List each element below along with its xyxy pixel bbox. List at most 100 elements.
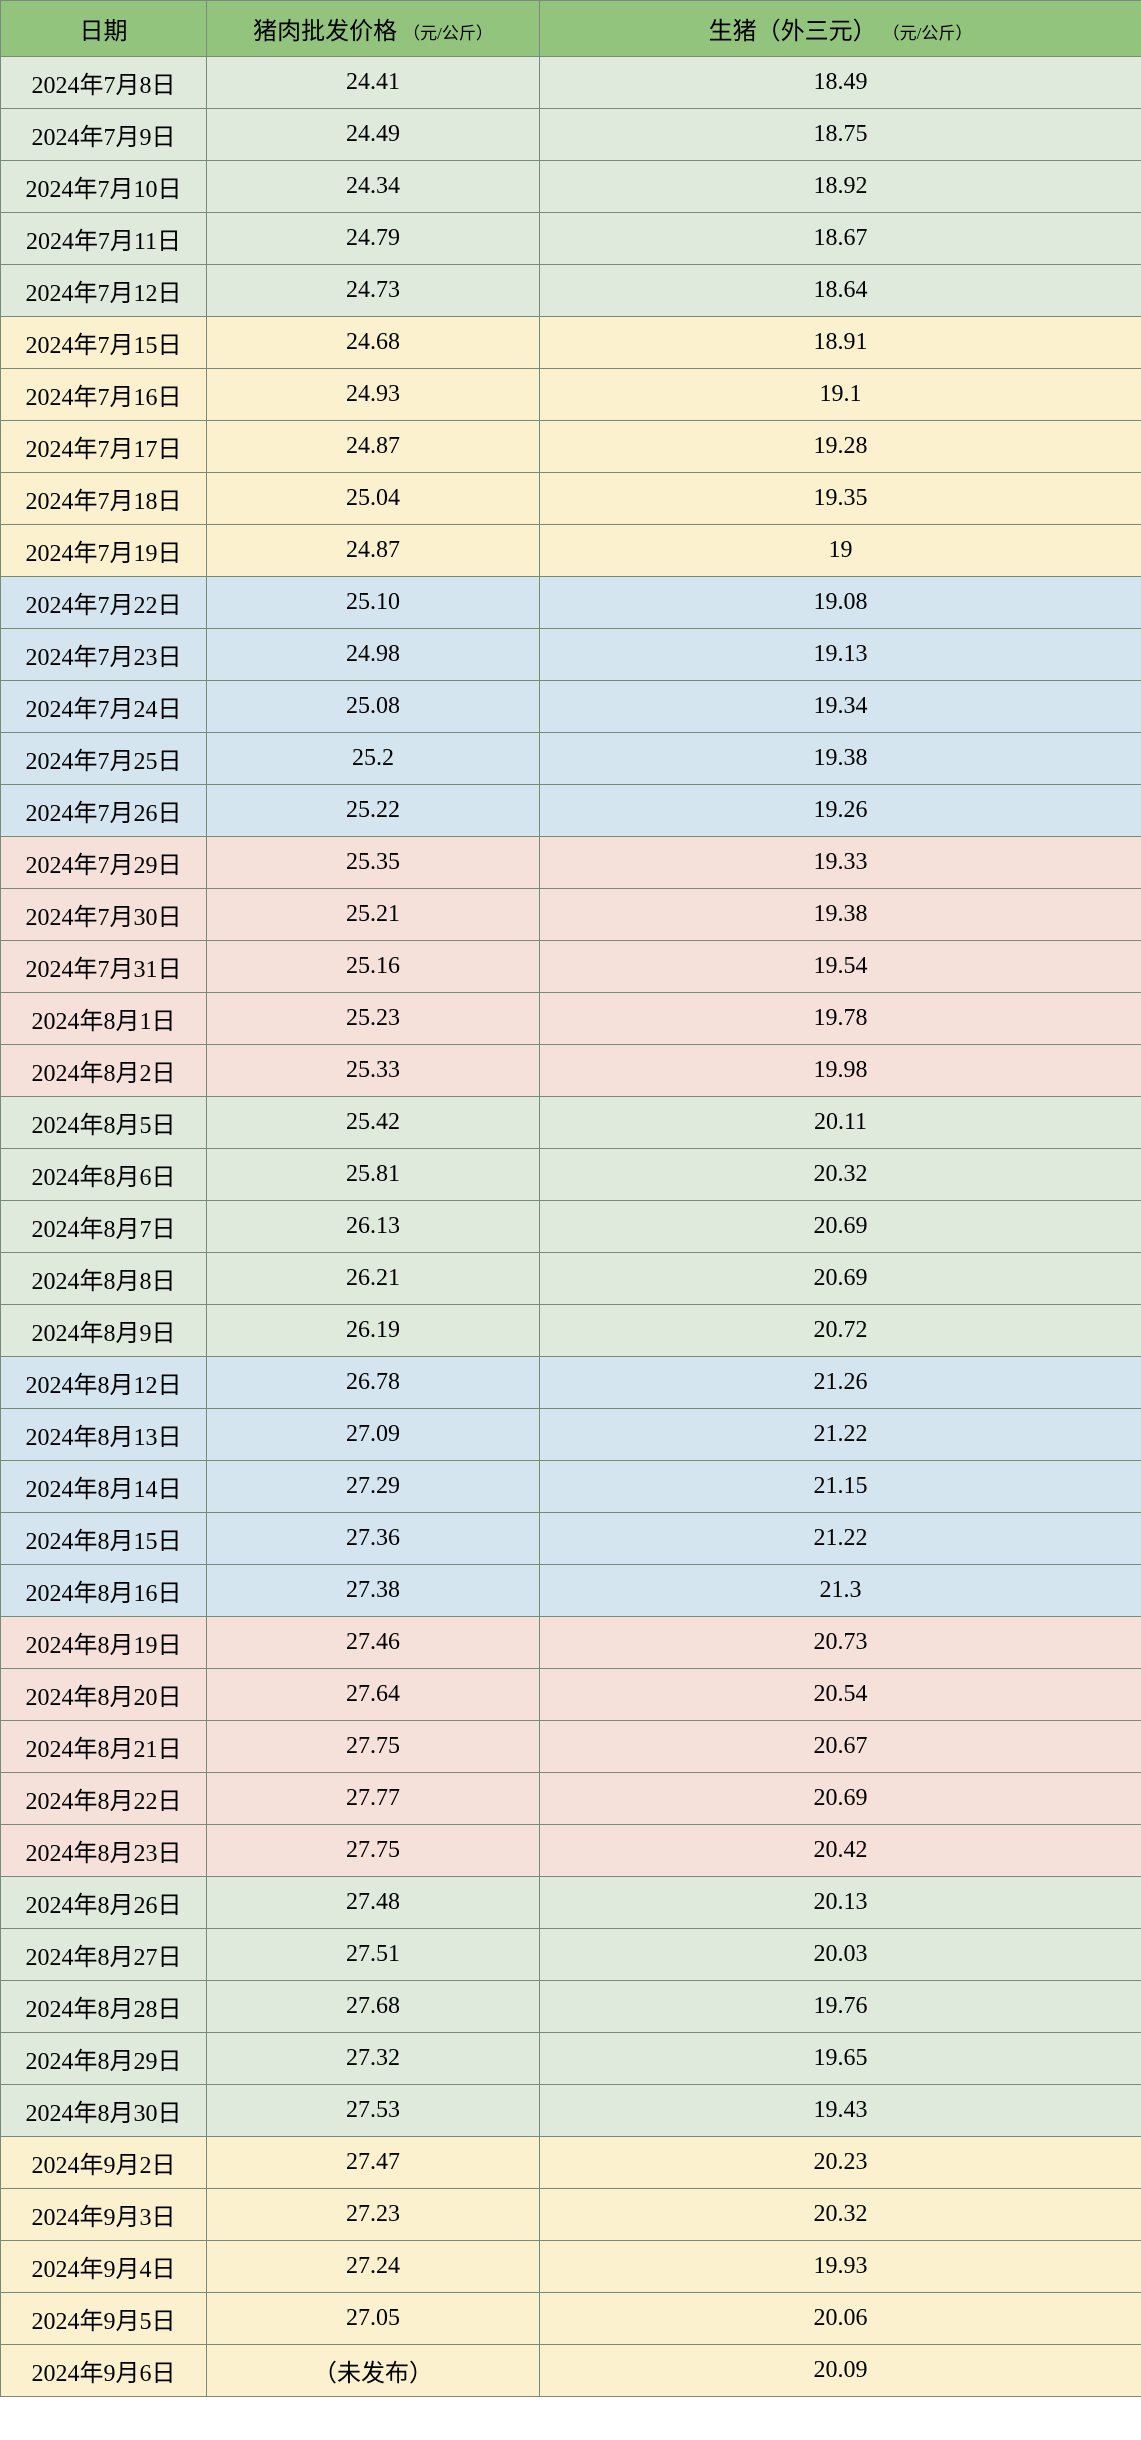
col-header-pork-unit: （元/公斤）: [403, 24, 493, 43]
cell-date: 2024年8月30日: [1, 2085, 207, 2137]
table-row: 2024年8月22日27.7720.69: [1, 1773, 1141, 1825]
cell-pork-price: 25.42: [207, 1097, 540, 1149]
cell-hog-price: 20.23: [540, 2137, 1141, 2189]
table-row: 2024年8月12日26.7821.26: [1, 1357, 1141, 1409]
table-row: 2024年8月19日27.4620.73: [1, 1617, 1141, 1669]
cell-hog-price: 19.1: [540, 369, 1141, 421]
cell-hog-price: 20.69: [540, 1201, 1141, 1253]
cell-date: 2024年7月8日: [1, 57, 207, 109]
cell-pork-price: （未发布）: [207, 2345, 540, 2397]
cell-pork-price: 24.73: [207, 265, 540, 317]
table-row: 2024年7月31日25.1619.54: [1, 941, 1141, 993]
cell-hog-price: 19.98: [540, 1045, 1141, 1097]
cell-date: 2024年8月21日: [1, 1721, 207, 1773]
cell-pork-price: 25.81: [207, 1149, 540, 1201]
cell-pork-price: 25.04: [207, 473, 540, 525]
col-header-date-label: 日期: [80, 19, 128, 45]
table-row: 2024年8月1日25.2319.78: [1, 993, 1141, 1045]
table-row: 2024年9月5日27.0520.06: [1, 2293, 1141, 2345]
cell-hog-price: 18.64: [540, 265, 1141, 317]
cell-date: 2024年8月6日: [1, 1149, 207, 1201]
cell-date: 2024年7月25日: [1, 733, 207, 785]
cell-date: 2024年8月29日: [1, 2033, 207, 2085]
cell-hog-price: 21.3: [540, 1565, 1141, 1617]
cell-pork-price: 25.2: [207, 733, 540, 785]
cell-hog-price: 19.54: [540, 941, 1141, 993]
col-header-pork: 猪肉批发价格 （元/公斤）: [207, 1, 540, 57]
table-row: 2024年7月23日24.9819.13: [1, 629, 1141, 681]
cell-hog-price: 19.38: [540, 733, 1141, 785]
cell-date: 2024年7月19日: [1, 525, 207, 577]
cell-date: 2024年7月12日: [1, 265, 207, 317]
col-header-date: 日期: [1, 1, 207, 57]
table-row: 2024年7月22日25.1019.08: [1, 577, 1141, 629]
cell-pork-price: 25.22: [207, 785, 540, 837]
cell-pork-price: 27.29: [207, 1461, 540, 1513]
cell-hog-price: 19.65: [540, 2033, 1141, 2085]
table-row: 2024年8月20日27.6420.54: [1, 1669, 1141, 1721]
cell-pork-price: 27.09: [207, 1409, 540, 1461]
cell-pork-price: 26.78: [207, 1357, 540, 1409]
cell-hog-price: 18.67: [540, 213, 1141, 265]
table-row: 2024年8月6日25.8120.32: [1, 1149, 1141, 1201]
table-row: 2024年8月14日27.2921.15: [1, 1461, 1141, 1513]
cell-pork-price: 24.68: [207, 317, 540, 369]
cell-hog-price: 18.75: [540, 109, 1141, 161]
cell-hog-price: 19.78: [540, 993, 1141, 1045]
cell-pork-price: 27.51: [207, 1929, 540, 1981]
table-row: 2024年8月28日27.6819.76: [1, 1981, 1141, 2033]
table-row: 2024年7月8日24.4118.49: [1, 57, 1141, 109]
cell-hog-price: 20.67: [540, 1721, 1141, 1773]
cell-pork-price: 27.77: [207, 1773, 540, 1825]
table-row: 2024年8月15日27.3621.22: [1, 1513, 1141, 1565]
cell-hog-price: 20.72: [540, 1305, 1141, 1357]
cell-pork-price: 24.49: [207, 109, 540, 161]
table-row: 2024年9月6日（未发布）20.09: [1, 2345, 1141, 2397]
cell-pork-price: 27.46: [207, 1617, 540, 1669]
cell-pork-price: 24.87: [207, 525, 540, 577]
cell-hog-price: 20.13: [540, 1877, 1141, 1929]
table-row: 2024年8月7日26.1320.69: [1, 1201, 1141, 1253]
cell-date: 2024年8月19日: [1, 1617, 207, 1669]
cell-pork-price: 27.24: [207, 2241, 540, 2293]
table-row: 2024年7月18日25.0419.35: [1, 473, 1141, 525]
cell-hog-price: 19.26: [540, 785, 1141, 837]
table-row: 2024年7月26日25.2219.26: [1, 785, 1141, 837]
cell-date: 2024年7月22日: [1, 577, 207, 629]
table-row: 2024年8月9日26.1920.72: [1, 1305, 1141, 1357]
price-table: 日期 猪肉批发价格 （元/公斤） 生猪（外三元） （元/公斤） 2024年7月8…: [0, 0, 1141, 2397]
cell-date: 2024年7月9日: [1, 109, 207, 161]
cell-pork-price: 26.19: [207, 1305, 540, 1357]
cell-date: 2024年7月15日: [1, 317, 207, 369]
cell-pork-price: 24.34: [207, 161, 540, 213]
table-row: 2024年8月23日27.7520.42: [1, 1825, 1141, 1877]
cell-hog-price: 20.69: [540, 1773, 1141, 1825]
col-header-pork-label: 猪肉批发价格: [253, 19, 397, 45]
cell-hog-price: 19.28: [540, 421, 1141, 473]
cell-date: 2024年8月13日: [1, 1409, 207, 1461]
cell-pork-price: 27.75: [207, 1825, 540, 1877]
cell-date: 2024年8月2日: [1, 1045, 207, 1097]
table-row: 2024年7月10日24.3418.92: [1, 161, 1141, 213]
col-header-hog: 生猪（外三元） （元/公斤）: [540, 1, 1141, 57]
table-row: 2024年7月9日24.4918.75: [1, 109, 1141, 161]
cell-date: 2024年7月18日: [1, 473, 207, 525]
cell-hog-price: 20.73: [540, 1617, 1141, 1669]
table-row: 2024年7月11日24.7918.67: [1, 213, 1141, 265]
table-row: 2024年7月16日24.9319.1: [1, 369, 1141, 421]
cell-pork-price: 25.23: [207, 993, 540, 1045]
table-row: 2024年7月12日24.7318.64: [1, 265, 1141, 317]
table-row: 2024年9月4日27.2419.93: [1, 2241, 1141, 2293]
cell-date: 2024年7月24日: [1, 681, 207, 733]
table-row: 2024年9月3日27.2320.32: [1, 2189, 1141, 2241]
cell-date: 2024年7月30日: [1, 889, 207, 941]
cell-date: 2024年7月23日: [1, 629, 207, 681]
cell-date: 2024年9月5日: [1, 2293, 207, 2345]
cell-date: 2024年8月27日: [1, 1929, 207, 1981]
table-row: 2024年9月2日27.4720.23: [1, 2137, 1141, 2189]
cell-pork-price: 24.87: [207, 421, 540, 473]
table-row: 2024年8月8日26.2120.69: [1, 1253, 1141, 1305]
cell-date: 2024年9月6日: [1, 2345, 207, 2397]
cell-hog-price: 19.35: [540, 473, 1141, 525]
table-row: 2024年8月16日27.3821.3: [1, 1565, 1141, 1617]
